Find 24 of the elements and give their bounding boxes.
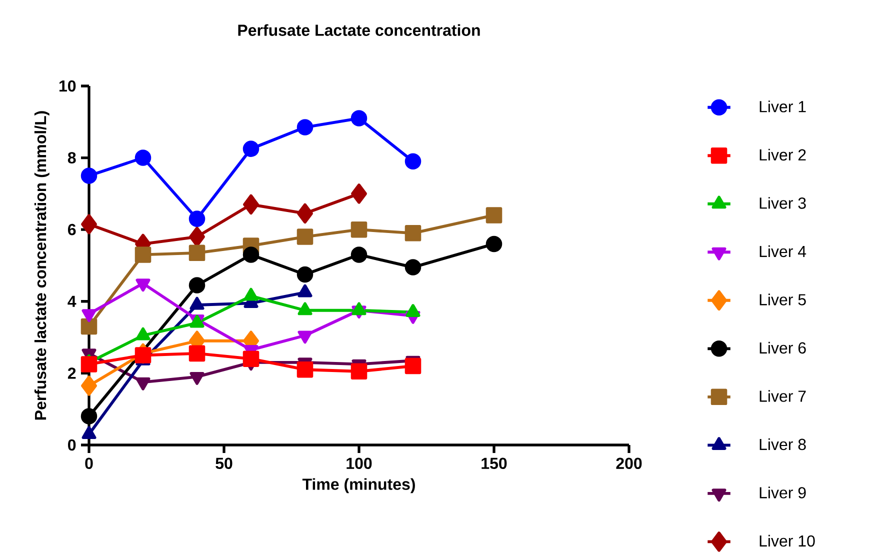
legend-label: Liver 9: [760, 486, 806, 498]
y-tick-label: 6: [68, 224, 76, 236]
legend-label: Liver 1: [760, 100, 806, 112]
y-tick-label: 4: [68, 296, 76, 307]
x-tick-label: 50: [216, 458, 232, 470]
y-tick-label: 10: [60, 80, 76, 92]
x-tick-label: 200: [616, 458, 642, 470]
legend-label: Liver 8: [760, 438, 806, 450]
y-tick-label: 0: [68, 439, 76, 451]
legend-label: Liver 2: [760, 148, 806, 161]
legend-label: Liver 10: [760, 534, 815, 547]
y-tick-label: 2: [68, 368, 76, 379]
x-tick-label: 100: [346, 458, 372, 470]
y-tick-label: 8: [68, 152, 76, 164]
legend-label: Liver 3: [760, 197, 806, 209]
legend-label: Liver 6: [760, 342, 806, 354]
chart-title: Perfusate Lactate concentration: [238, 24, 480, 36]
legend-label: Liver 4: [760, 245, 806, 258]
legend-label: Liver 5: [760, 294, 806, 306]
x-tick-label: 150: [482, 458, 507, 470]
x-axis-title: Time (minutes): [302, 478, 415, 494]
x-tick-label: 0: [85, 458, 93, 470]
legend-label: Liver 7: [760, 390, 806, 402]
y-axis-title: Perfusate lactate concentration (mmol/L): [34, 111, 50, 420]
